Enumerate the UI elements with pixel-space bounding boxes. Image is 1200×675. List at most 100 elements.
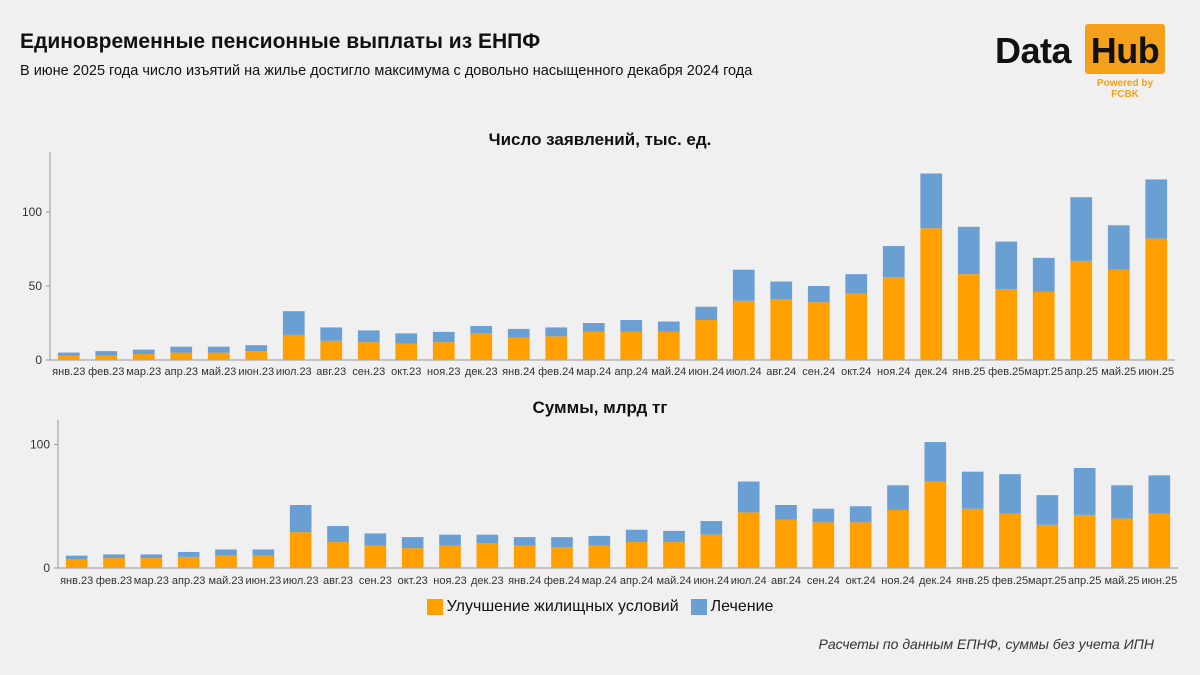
y-tick-label-amounts: 0: [43, 561, 50, 575]
bar-treatment-amounts: [65, 555, 88, 560]
x-tick-label-amounts: апр.23: [172, 575, 205, 587]
bar-housing-applications: [995, 288, 1018, 360]
bar-housing-applications: [357, 342, 380, 360]
bar-treatment-applications: [807, 286, 830, 303]
x-tick-label-amounts: дек.23: [471, 575, 504, 587]
footnote: Расчеты по данным ЕПНФ, суммы без учета …: [818, 636, 1154, 652]
x-tick-label-applications: янв.25: [952, 366, 985, 378]
bar-treatment-amounts: [513, 537, 536, 546]
bar-housing-applications: [470, 333, 493, 360]
bar-housing-amounts: [663, 542, 685, 568]
x-tick-label-amounts: авг.24: [771, 575, 801, 587]
bar-housing-amounts: [700, 534, 723, 568]
bar-housing-applications: [807, 302, 830, 360]
x-tick-label-applications: июл.23: [276, 366, 312, 378]
bar-treatment-applications: [882, 246, 905, 278]
bar-treatment-applications: [1032, 257, 1055, 292]
x-tick-label-amounts: сен.23: [359, 575, 392, 587]
x-tick-label-applications: май.23: [201, 366, 236, 378]
bar-treatment-applications: [132, 349, 155, 355]
x-tick-label-applications: июн.25: [1138, 366, 1174, 378]
bar-treatment-applications: [920, 173, 943, 229]
datahub-logo: Data Hub Powered by FCBK: [995, 24, 1175, 100]
bar-housing-amounts: [1148, 513, 1171, 568]
legend-label-treatment: Лечение: [710, 598, 774, 615]
bar-housing-amounts: [625, 542, 648, 568]
bar-housing-applications: [432, 342, 455, 360]
bar-treatment-applications: [957, 226, 980, 275]
bar-treatment-amounts: [737, 481, 760, 513]
x-tick-label-amounts: янв.24: [508, 575, 541, 587]
legend-item-treatment: Лечение: [690, 598, 774, 616]
bar-treatment-amounts: [364, 533, 387, 546]
x-tick-label-amounts: авг.23: [323, 575, 353, 587]
x-tick-label-amounts: фев.24: [544, 575, 580, 587]
bar-housing-amounts: [775, 519, 797, 568]
bar-housing-applications: [1032, 291, 1055, 360]
y-tick-label-applications: 100: [22, 205, 42, 219]
x-tick-label-amounts: май.24: [656, 575, 691, 587]
bar-housing-applications: [1070, 260, 1093, 360]
bar-housing-applications: [957, 274, 980, 360]
bar-treatment-applications: [470, 325, 493, 334]
bar-treatment-amounts: [476, 534, 499, 544]
bar-housing-applications: [395, 343, 418, 360]
x-tick-label-amounts: окт.23: [398, 575, 428, 587]
bar-housing-amounts: [1111, 518, 1133, 568]
x-tick-label-amounts: июн.24: [693, 575, 729, 587]
x-tick-label-applications: мар.23: [126, 366, 161, 378]
bar-treatment-amounts: [1073, 467, 1096, 515]
bar-housing-amounts: [215, 555, 237, 568]
x-tick-label-applications: авг.24: [766, 366, 796, 378]
legend-label-housing: Улучшение жилищных условий: [446, 598, 679, 615]
bar-housing-amounts: [1073, 514, 1096, 568]
bar-treatment-amounts: [1148, 475, 1171, 514]
bar-housing-applications: [95, 355, 118, 360]
bar-housing-applications: [1107, 269, 1130, 360]
bar-housing-applications: [320, 340, 343, 360]
x-tick-label-applications: май.24: [651, 366, 686, 378]
x-tick-label-amounts: ноя.23: [433, 575, 466, 587]
x-tick-label-amounts: июл.23: [283, 575, 319, 587]
bar-housing-amounts: [849, 522, 872, 568]
bar-housing-amounts: [103, 558, 125, 568]
bar-housing-applications: [920, 228, 943, 360]
bar-housing-applications: [620, 331, 643, 360]
x-tick-label-applications: апр.23: [165, 366, 198, 378]
bar-treatment-applications: [1107, 225, 1130, 270]
bar-treatment-applications: [1070, 197, 1093, 261]
bar-treatment-amounts: [1036, 495, 1059, 525]
bar-treatment-amounts: [999, 474, 1021, 514]
x-tick-label-applications: ноя.24: [877, 366, 910, 378]
bar-housing-amounts: [327, 542, 349, 568]
bar-treatment-applications: [282, 311, 305, 335]
bar-treatment-amounts: [700, 521, 723, 535]
page-title: Единовременные пенсионные выплаты из ЕНП…: [20, 30, 541, 53]
x-tick-label-applications: фев.23: [88, 366, 124, 378]
bar-housing-amounts: [177, 556, 200, 568]
x-tick-label-amounts: янв.25: [956, 575, 989, 587]
x-tick-label-amounts: апр.25: [1068, 575, 1101, 587]
y-tick-label-applications: 50: [29, 279, 43, 293]
bar-treatment-amounts: [140, 554, 163, 559]
legend-swatch-treatment: [690, 599, 707, 615]
x-tick-label-amounts: апр.24: [620, 575, 653, 587]
logo-box: Hub: [1085, 24, 1165, 74]
bar-housing-amounts: [812, 522, 835, 568]
y-tick-label-applications: 0: [35, 353, 42, 367]
bar-treatment-amounts: [439, 534, 461, 546]
bar-housing-amounts: [1036, 524, 1059, 568]
bar-treatment-applications: [245, 345, 268, 352]
bar-housing-applications: [1145, 238, 1168, 360]
bar-housing-applications: [132, 354, 155, 360]
bar-treatment-applications: [770, 281, 793, 300]
x-tick-label-applications: авг.23: [316, 366, 346, 378]
x-tick-label-amounts: ноя.24: [881, 575, 914, 587]
bar-treatment-amounts: [327, 526, 349, 543]
bar-housing-applications: [170, 352, 193, 360]
x-tick-label-applications: янв.23: [52, 366, 85, 378]
bar-housing-applications: [545, 336, 568, 360]
bar-treatment-amounts: [625, 529, 648, 543]
bar-treatment-applications: [507, 328, 530, 338]
